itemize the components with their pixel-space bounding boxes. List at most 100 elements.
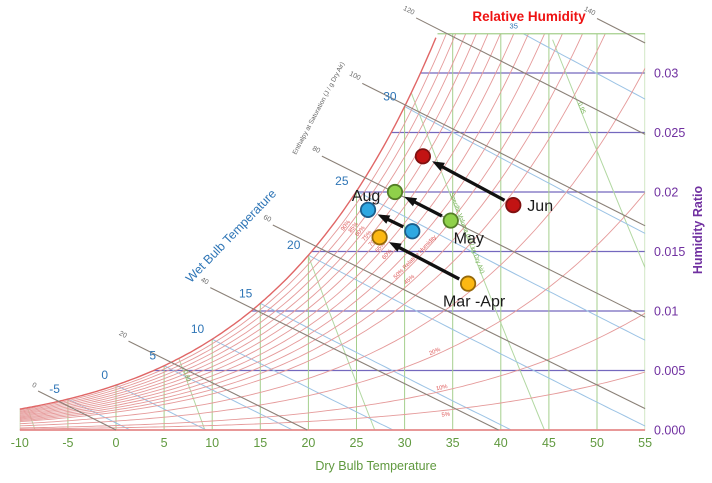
wet-bulb-line bbox=[245, 295, 530, 430]
enthalpy-line bbox=[272, 224, 646, 410]
x-tick-label: -5 bbox=[62, 436, 73, 450]
y-tick-label: 0.01 bbox=[654, 305, 678, 319]
specific-volume-label: 0.80 bbox=[182, 370, 192, 384]
month-label-aug: Aug bbox=[352, 188, 380, 205]
trend-arrow-jun bbox=[440, 164, 506, 202]
rh-curve bbox=[19, 33, 646, 419]
specific-volume-label: 0.95 bbox=[576, 102, 586, 116]
enthalpy-line bbox=[37, 390, 117, 431]
x-tick-label: 15 bbox=[253, 436, 267, 450]
rh-curve bbox=[19, 33, 646, 415]
x-tick-label: 35 bbox=[446, 436, 460, 450]
data-point-jun-start bbox=[505, 196, 522, 214]
data-point-mar-apr-end bbox=[371, 229, 388, 246]
wet-bulb-line bbox=[341, 183, 646, 346]
rh-curve-label: 80% bbox=[355, 225, 367, 238]
enthalpy-line bbox=[362, 82, 646, 227]
y-tick-label: 0.015 bbox=[654, 245, 685, 259]
rh-curve bbox=[19, 33, 646, 413]
x-tick-label: 45 bbox=[542, 436, 556, 450]
x-tick-label: 55 bbox=[638, 436, 652, 450]
specific-volume-line bbox=[552, 39, 646, 430]
trend-arrowhead-may bbox=[404, 196, 418, 207]
wet-bulb-tick-label: 35 bbox=[510, 22, 518, 31]
enthalpy-tick-label: 20 bbox=[118, 330, 128, 340]
wet-bulb-line bbox=[438, 33, 646, 105]
wet-bulb-tick-label: -5 bbox=[49, 382, 60, 396]
rh-curve bbox=[19, 33, 646, 418]
month-label-jun: Jun bbox=[527, 198, 553, 215]
rh-curve-label: 85% bbox=[348, 221, 360, 234]
wet-bulb-line bbox=[293, 247, 646, 430]
wet-bulb-tick-label: 0 bbox=[101, 368, 108, 382]
rh-curve-label: 20% bbox=[428, 347, 441, 357]
trend-arrow-may bbox=[412, 199, 443, 218]
rh-curve-label: 60% bbox=[381, 249, 393, 262]
humidity-ratio-axis-title: Humidity Ratio bbox=[691, 185, 705, 275]
enthalpy-line bbox=[596, 18, 646, 44]
enthalpy-line bbox=[415, 17, 646, 135]
rh-curve bbox=[19, 33, 646, 411]
enthalpy-tick-label: 100 bbox=[348, 71, 362, 83]
x-tick-label: 20 bbox=[301, 436, 315, 450]
specific-volume-line bbox=[229, 39, 381, 430]
rh-curve bbox=[19, 33, 646, 416]
trend-arrow-mar-apr bbox=[396, 245, 461, 281]
x-tick-label: 10 bbox=[205, 436, 219, 450]
rh-curve bbox=[19, 33, 646, 421]
dry-bulb-axis-title: Dry Bulb Temperature bbox=[315, 459, 437, 473]
trend-arrowhead-jun bbox=[432, 161, 445, 171]
x-tick-label: 5 bbox=[161, 436, 168, 450]
enthalpy-tick-label: 140 bbox=[583, 6, 597, 18]
rh-curve bbox=[19, 192, 646, 427]
enthalpy-tick-label: 60 bbox=[262, 214, 272, 224]
enthalpy-line bbox=[128, 340, 308, 431]
enthalpy-tick-label: 40 bbox=[199, 277, 209, 287]
enthalpy-tick-label: 80 bbox=[311, 145, 321, 155]
rh-curve bbox=[19, 33, 646, 423]
wet-bulb-tick-label: 15 bbox=[239, 286, 253, 300]
rh-curve bbox=[19, 67, 646, 425]
wet-bulb-tick-label: 30 bbox=[383, 90, 397, 104]
enthalpy-line bbox=[321, 155, 646, 318]
wet-bulb-line bbox=[101, 377, 223, 430]
rh-curve bbox=[19, 312, 646, 429]
rh-curve-label: 5% bbox=[441, 412, 450, 419]
x-tick-label: 40 bbox=[494, 436, 508, 450]
saturation-curve bbox=[19, 37, 437, 410]
rh-curve bbox=[19, 33, 646, 412]
trend-arrowhead-mar-apr bbox=[388, 242, 402, 252]
data-point-jun-end bbox=[414, 148, 431, 165]
x-tick-label: 50 bbox=[590, 436, 604, 450]
x-tick-label: 0 bbox=[113, 436, 120, 450]
y-tick-label: 0.025 bbox=[654, 126, 685, 140]
y-tick-label: 0.000 bbox=[654, 424, 685, 438]
data-point-may-start bbox=[442, 212, 459, 229]
y-tick-label: 0.03 bbox=[654, 67, 678, 81]
trend-arrowhead-aug bbox=[377, 214, 391, 224]
enthalpy-line bbox=[210, 287, 499, 431]
data-point-aug-start bbox=[404, 223, 421, 240]
data-point-aug-end bbox=[359, 201, 377, 218]
series-layer: Jun May Aug Mar -Apr bbox=[352, 148, 553, 311]
x-tick-label: -10 bbox=[11, 436, 29, 450]
data-point-mar-apr-start bbox=[459, 275, 477, 292]
x-tick-label: 30 bbox=[398, 436, 412, 450]
rh-curve-label: 90% bbox=[340, 219, 352, 232]
data-point-may-end bbox=[386, 183, 404, 201]
wet-bulb-tick-label: 20 bbox=[287, 238, 301, 252]
rh-curve bbox=[19, 33, 646, 414]
specific-volume-line bbox=[390, 39, 551, 430]
wet-bulb-tick-label: 5 bbox=[149, 349, 156, 363]
wet-bulb-tick-label: 10 bbox=[191, 322, 205, 336]
wet-bulb-line bbox=[149, 357, 309, 430]
month-label-may: May bbox=[454, 231, 484, 248]
rh-curve-label: 10% bbox=[436, 384, 449, 392]
y-tick-label: 0.02 bbox=[654, 186, 678, 200]
rh-curve bbox=[19, 33, 646, 422]
rh-curve-label: 45% bbox=[403, 274, 416, 286]
enthalpy-tick-label: 0 bbox=[31, 382, 38, 390]
trend-arrow-aug bbox=[385, 217, 405, 229]
month-label-mar-apr: Mar -Apr bbox=[443, 294, 506, 311]
